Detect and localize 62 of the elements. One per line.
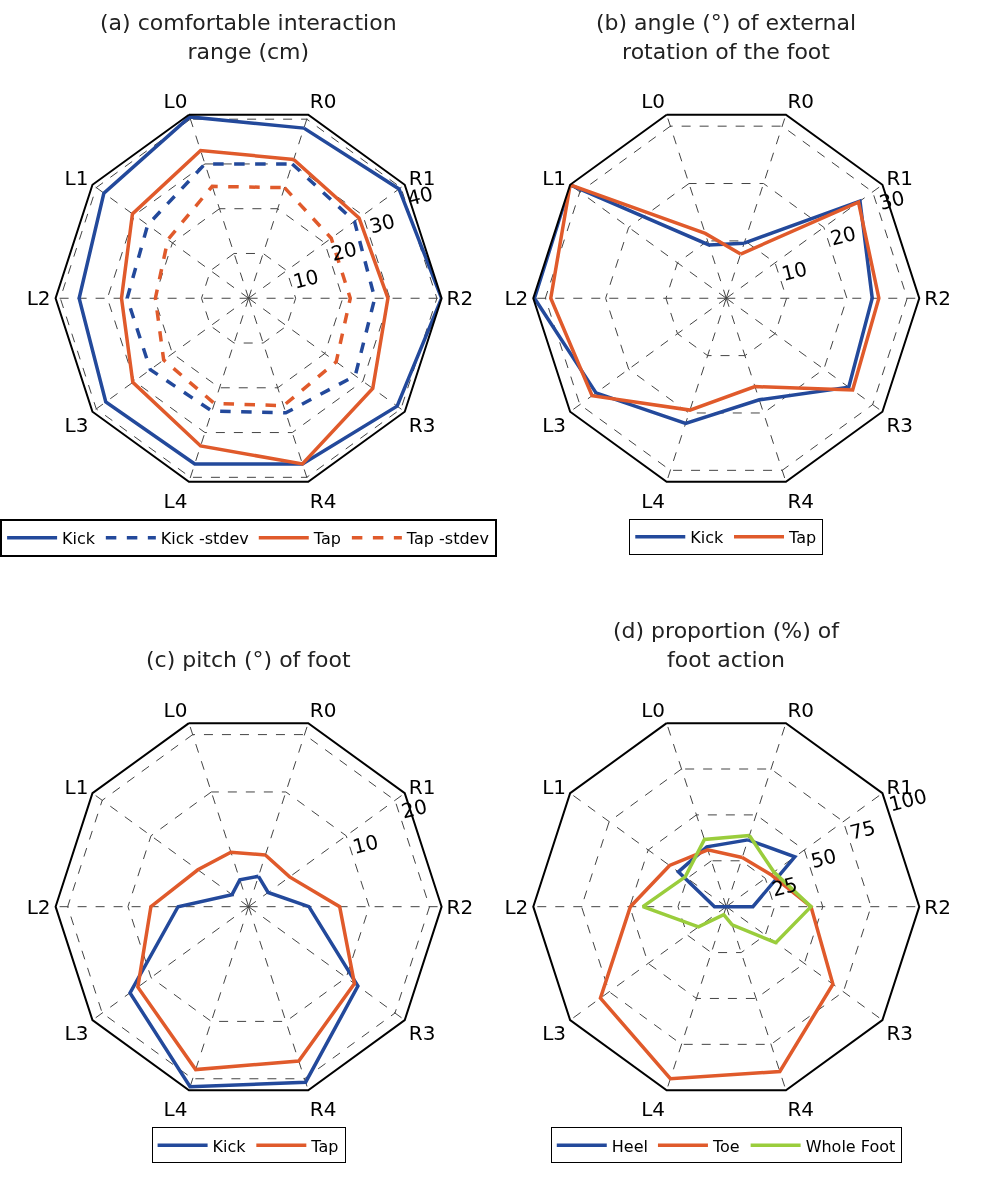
spoke-label: R1 — [408, 774, 436, 799]
spoke-label: R0 — [787, 697, 815, 722]
spoke-label: R0 — [309, 697, 337, 722]
spoke-label: L2 — [26, 286, 51, 311]
legend-label: Whole Foot — [805, 1136, 896, 1156]
y-tick-label: 10 — [350, 829, 381, 859]
legend-label: Kick — [212, 1136, 247, 1156]
y-tick-label: 10 — [290, 264, 322, 294]
y-tick-label: 10 — [779, 256, 810, 286]
spoke-label: L0 — [641, 697, 666, 722]
spoke-label: L4 — [163, 488, 188, 513]
chart-title: (d) proportion (%) of foot action — [613, 618, 841, 672]
spoke-label: L3 — [64, 1021, 89, 1046]
legend-label: Kick -stdev — [160, 529, 249, 549]
chart-title: (a) comfortable interaction range (cm) — [100, 10, 397, 64]
spoke-label: R2 — [446, 894, 474, 919]
spoke-label: L1 — [64, 774, 89, 799]
legend-label: Toe — [711, 1136, 740, 1156]
spoke-label: L4 — [641, 488, 666, 513]
y-tick-label: 75 — [847, 815, 878, 845]
spoke-label: R1 — [886, 166, 914, 191]
legend-label: Tap — [788, 528, 817, 548]
spoke-label: L4 — [163, 1097, 188, 1122]
spoke-label: L0 — [163, 89, 188, 114]
spoke-label: L2 — [504, 894, 529, 919]
spoke-label: R0 — [787, 89, 815, 114]
spoke-label: L4 — [641, 1097, 666, 1122]
spoke-label: R2 — [924, 286, 951, 311]
spoke-label: L2 — [26, 894, 51, 919]
spoke-label: R4 — [309, 488, 337, 513]
spoke-label: R3 — [408, 413, 436, 438]
spoke-label: R3 — [408, 1021, 436, 1046]
spoke-label: L0 — [163, 697, 188, 722]
spoke-label: L3 — [64, 413, 89, 438]
spoke-label: L0 — [641, 89, 666, 114]
spoke-label: L1 — [542, 774, 567, 799]
spoke-label: L3 — [542, 413, 567, 438]
y-tick-label: 30 — [366, 208, 398, 239]
spoke-label: R3 — [886, 1021, 914, 1046]
y-tick-label: 50 — [808, 843, 839, 874]
spoke-label: R2 — [924, 894, 951, 919]
legend-label: Heel — [611, 1136, 648, 1156]
y-tick-label: 20 — [328, 236, 360, 266]
spoke-label: L3 — [542, 1021, 567, 1046]
spoke-label: R4 — [787, 1097, 815, 1122]
spoke-label: L2 — [504, 286, 529, 311]
legend-label: Kick — [690, 528, 725, 548]
chart-title: (c) pitch (°) of foot — [146, 647, 352, 672]
spoke-label: R0 — [309, 89, 337, 114]
spoke-label: R3 — [886, 413, 914, 438]
spoke-label: R4 — [787, 488, 815, 513]
chart-title: (b) angle (°) of external rotation of the foot — [596, 10, 857, 64]
y-tick-label: 25 — [769, 871, 800, 902]
spoke-label: L1 — [64, 166, 89, 191]
spoke-label: R2 — [446, 286, 474, 311]
spoke-label: R4 — [309, 1097, 337, 1122]
legend-label: Tap — [312, 529, 341, 549]
spoke-label: L1 — [542, 166, 567, 191]
legend-label: Kick — [62, 529, 96, 549]
legend-label: Tap -stdev — [405, 529, 489, 549]
legend-label: Tap — [310, 1136, 339, 1156]
y-tick-label: 20 — [827, 220, 859, 251]
